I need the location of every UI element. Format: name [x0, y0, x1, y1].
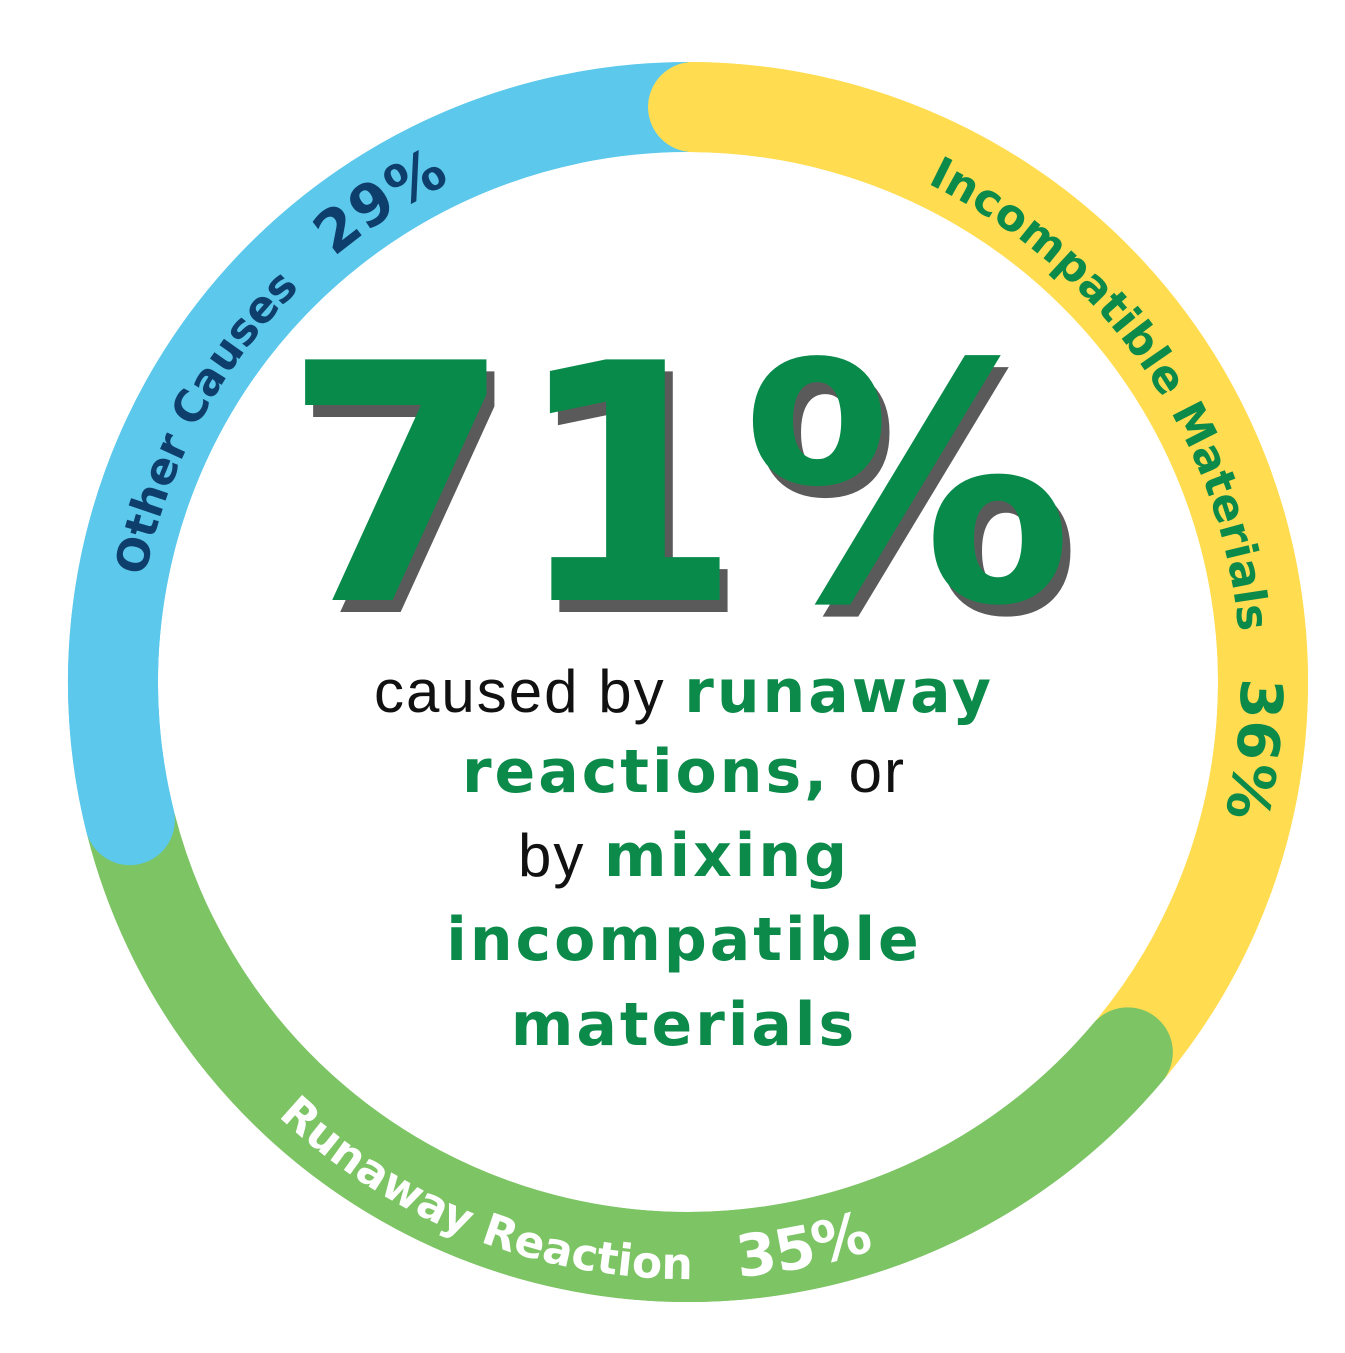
caption-line: reactions, or [462, 737, 906, 807]
slice-other-causes [68, 74, 614, 866]
caption-text: by [518, 822, 604, 889]
caption-line: caused by runaway [374, 657, 994, 727]
caption-emphasis: incompatible [446, 905, 921, 975]
center-text: 71% 71% caused by runaway reactions, or by… [283, 294, 1081, 1060]
caption-emphasis: reactions, [462, 737, 830, 807]
caption-text: caused by [374, 658, 684, 725]
caption-line: materials [511, 990, 857, 1060]
donut-ring [68, 62, 1308, 1302]
slice-incompatible-materials [648, 62, 1308, 994]
caption-emphasis: mixing [604, 821, 850, 891]
caption-line: by mixing [518, 821, 850, 891]
headline-percent: 71% [283, 294, 1073, 678]
headline-shadow: 71% [291, 306, 1081, 690]
caption-text: or [830, 738, 906, 805]
caption-line: incompatible [446, 905, 921, 975]
slice-runaway-reaction [127, 892, 1173, 1302]
caption-emphasis: runaway [684, 657, 994, 727]
center-caption: caused by runaway reactions, or by mixing i… [374, 657, 994, 1060]
caption-emphasis: materials [511, 990, 857, 1060]
